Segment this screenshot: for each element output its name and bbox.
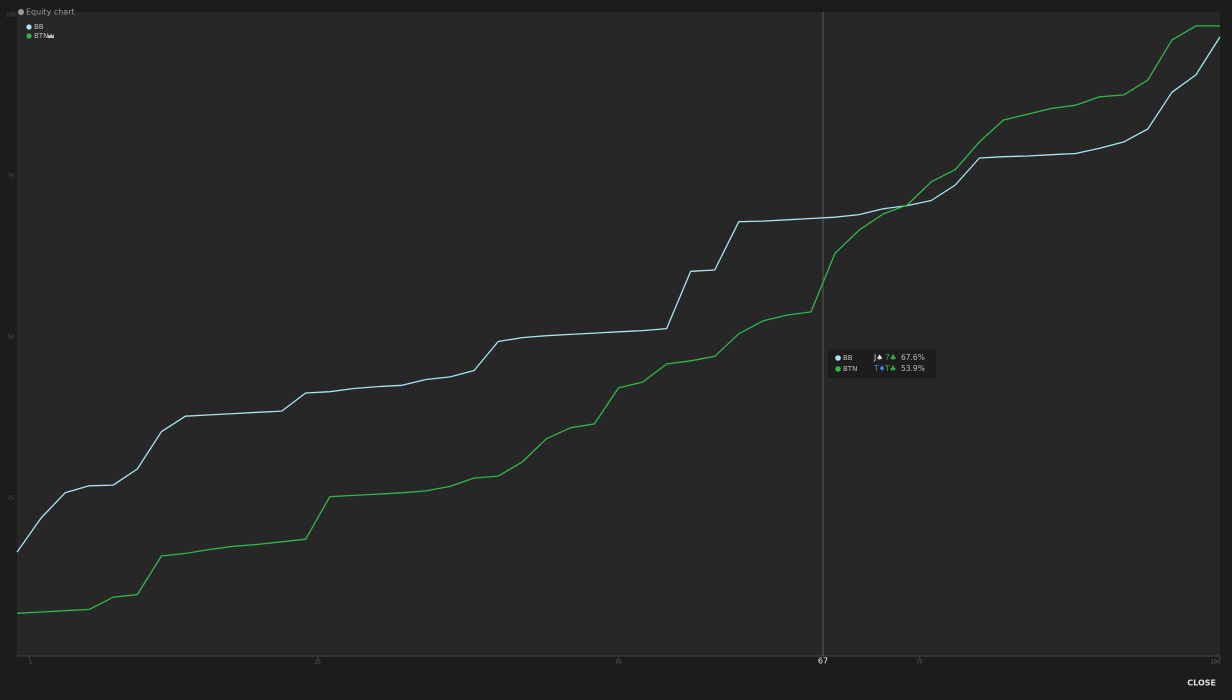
x-tick-label: 1 xyxy=(29,660,32,666)
tooltip-card: 7♣ xyxy=(885,353,897,362)
legend-swatch xyxy=(26,24,32,30)
plot-area xyxy=(17,12,1220,656)
tooltip-swatch xyxy=(835,366,841,372)
crown-icon xyxy=(48,33,54,38)
legend-swatch xyxy=(26,33,32,39)
equity-line xyxy=(16,36,1221,553)
legend-label: BTN xyxy=(34,32,48,40)
x-tick-label: 25 xyxy=(315,660,321,666)
tooltip-card: T♦ xyxy=(873,364,885,373)
window-title: Equity chart xyxy=(26,8,75,17)
tooltip-series-name: BTN xyxy=(843,365,857,373)
info-icon xyxy=(18,9,24,15)
tooltip-card: T♣ xyxy=(884,364,896,373)
tooltip-equity: 67.6% xyxy=(901,353,925,362)
equity-line xyxy=(16,25,1220,614)
x-tick-label: 100 xyxy=(1210,660,1220,666)
x-tick-label: 75 xyxy=(916,660,922,666)
tooltip-equity: 53.9% xyxy=(901,364,925,373)
legend-label: BB xyxy=(34,23,44,31)
y-tick-label: 100 xyxy=(6,13,16,19)
tooltip-swatch xyxy=(835,355,841,361)
cursor-label: 67 xyxy=(818,657,828,666)
y-tick-label: 75 xyxy=(8,174,14,180)
tooltip-box xyxy=(828,349,937,378)
tooltip-card: J♠ xyxy=(873,353,883,362)
y-tick-label: 50 xyxy=(8,335,14,341)
x-tick-label: 50 xyxy=(615,660,621,666)
close-button[interactable]: CLOSE xyxy=(1187,679,1216,688)
tooltip-series-name: BB xyxy=(843,354,853,362)
y-tick-label: 25 xyxy=(8,496,14,502)
